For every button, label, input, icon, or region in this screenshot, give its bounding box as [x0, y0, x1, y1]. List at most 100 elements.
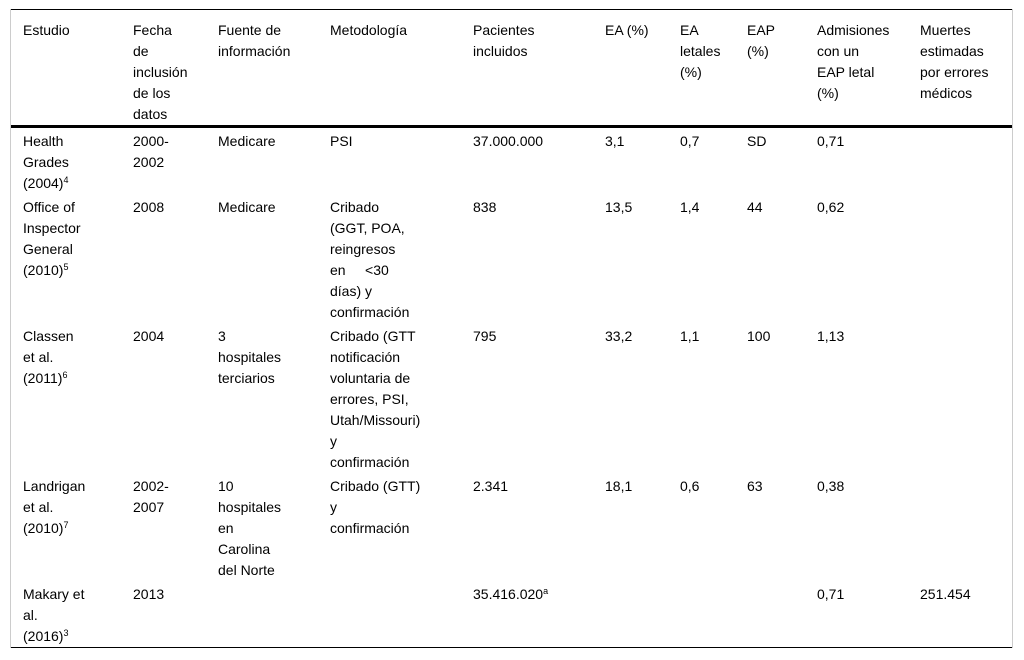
table-cell: 37.000.000	[473, 127, 605, 195]
table-cell	[920, 194, 1012, 323]
cell-text: 33,2	[605, 328, 633, 344]
cell-text: 2000- 2002	[133, 133, 169, 170]
table-cell: Medicare	[218, 127, 330, 195]
cell-text: 1,4	[680, 199, 700, 215]
table-cell: 2.341	[473, 473, 605, 581]
table-cell: 10 hospitales en Carolina del Norte	[218, 473, 330, 581]
table-cell: 2013	[133, 581, 218, 648]
table-cell	[680, 581, 747, 648]
cell-text: Medicare	[218, 133, 276, 149]
table-cell: 2000- 2002	[133, 127, 218, 195]
table-cell	[920, 127, 1012, 195]
table-cell: 0,7	[680, 127, 747, 195]
header-row: Estudio Fecha de inclusión de los datos …	[11, 9, 1012, 128]
col-header-fuente-informacion: Fuente de información	[218, 9, 330, 128]
cell-text: Cribado (GGT, POA, reingresos en <30 día…	[330, 199, 410, 320]
table-row: Landrigan et al. (2010)7 2002- 2007 10 hos…	[11, 473, 1012, 581]
table-cell: 0,71	[817, 127, 920, 195]
table-cell: 2008	[133, 194, 218, 323]
table-cell: PSI	[330, 127, 473, 195]
table-cell: 0,62	[817, 194, 920, 323]
superscript: 5	[63, 262, 69, 272]
table-cell: 33,2	[605, 323, 680, 473]
cell-text: 10 hospitales en Carolina del Norte	[218, 478, 282, 578]
table-cell: 251.454	[920, 581, 1012, 648]
table-cell: Office of Inspector General (2010)5	[11, 194, 133, 323]
adverse-events-studies-table: Estudio Fecha de inclusión de los datos …	[11, 9, 1012, 648]
superscript: 6	[62, 370, 68, 380]
table-row: Makary et al. (2016)3 2013 35.416.020a 0,71…	[11, 581, 1012, 648]
superscript: 3	[63, 628, 69, 638]
cell-text: 18,1	[605, 478, 633, 494]
cell-text: 2004	[133, 328, 165, 344]
table-body: Health Grades (2004)4 2000- 2002 Medicare P…	[11, 127, 1012, 648]
table-cell	[218, 581, 330, 648]
col-header-fecha-inclusion: Fecha de inclusión de los datos	[133, 9, 218, 128]
table-cell: Classen et al. (2011)6	[11, 323, 133, 473]
table-frame: Estudio Fecha de inclusión de los datos …	[10, 9, 1013, 648]
table-row: Classen et al. (2011)6 2004 3 hospitales t…	[11, 323, 1012, 473]
table-cell: 1,1	[680, 323, 747, 473]
col-header-eap-pct: EAP (%)	[747, 9, 817, 128]
col-header-pacientes-incluidos: Pacientes incluidos	[473, 9, 605, 128]
col-header-ea-pct: EA (%)	[605, 9, 680, 128]
table-cell: 44	[747, 194, 817, 323]
cell-text: 13,5	[605, 199, 633, 215]
table-cell: 2002- 2007	[133, 473, 218, 581]
superscript: 4	[63, 175, 69, 185]
table-cell: 1,13	[817, 323, 920, 473]
table-cell: Cribado (GTT notificación voluntaria de …	[330, 323, 473, 473]
table-cell: 0,38	[817, 473, 920, 581]
table-cell: 13,5	[605, 194, 680, 323]
cell-text: Landrigan et al. (2010)	[23, 478, 86, 536]
cell-text: 2008	[133, 199, 165, 215]
table-cell: Makary et al. (2016)3	[11, 581, 133, 648]
cell-text: SD	[747, 133, 767, 149]
cell-text: 0,38	[817, 478, 845, 494]
cell-text: 0,71	[817, 133, 845, 149]
cell-text: PSI	[330, 133, 353, 149]
table-cell: 1,4	[680, 194, 747, 323]
cell-text: 0,62	[817, 199, 845, 215]
col-header-muertes-estimadas: Muertes estimadas por errores médicos	[920, 9, 1012, 128]
cell-text: 2013	[133, 586, 165, 602]
col-header-estudio: Estudio	[11, 9, 133, 128]
table-cell	[330, 581, 473, 648]
cell-text: 795	[473, 328, 497, 344]
superscript: a	[543, 586, 549, 596]
table-cell: SD	[747, 127, 817, 195]
cell-text: Health Grades (2004)	[23, 133, 69, 191]
table-cell	[747, 581, 817, 648]
table-cell: 0,71	[817, 581, 920, 648]
table-row: Office of Inspector General (2010)5 2008 M…	[11, 194, 1012, 323]
cell-text: Classen et al. (2011)	[23, 328, 74, 386]
col-header-admisiones-eap-letal: Admisiones con un EAP letal (%)	[817, 9, 920, 128]
cell-text: 44	[747, 199, 763, 215]
table-cell	[920, 323, 1012, 473]
cell-text: 37.000.000	[473, 133, 544, 149]
table-cell: Cribado (GTT) y confirmación	[330, 473, 473, 581]
cell-text: Makary et al. (2016)	[23, 586, 85, 644]
cell-text: 2002- 2007	[133, 478, 169, 515]
cell-text: Medicare	[218, 199, 276, 215]
col-header-ea-letales-pct: EA letales (%)	[680, 9, 747, 128]
cell-text: 0,71	[817, 586, 845, 602]
cell-text: 3,1	[605, 133, 625, 149]
table-cell: 63	[747, 473, 817, 581]
table-cell: 0,6	[680, 473, 747, 581]
cell-text: 3 hospitales terciarios	[218, 328, 282, 386]
table-cell: 795	[473, 323, 605, 473]
cell-text: 0,6	[680, 478, 700, 494]
table-row: Health Grades (2004)4 2000- 2002 Medicare P…	[11, 127, 1012, 195]
table-cell: Landrigan et al. (2010)7	[11, 473, 133, 581]
table-cell: 838	[473, 194, 605, 323]
table-cell: Health Grades (2004)4	[11, 127, 133, 195]
cell-text: Cribado (GTT notificación voluntaria de …	[330, 328, 421, 470]
cell-text: 2.341	[473, 478, 509, 494]
cell-text: Office of Inspector General (2010)	[23, 199, 81, 278]
superscript: 7	[63, 520, 69, 530]
table-cell	[605, 581, 680, 648]
cell-text: 1,13	[817, 328, 845, 344]
cell-text: Cribado (GTT) y confirmación	[330, 478, 421, 536]
cell-text: 0,7	[680, 133, 700, 149]
